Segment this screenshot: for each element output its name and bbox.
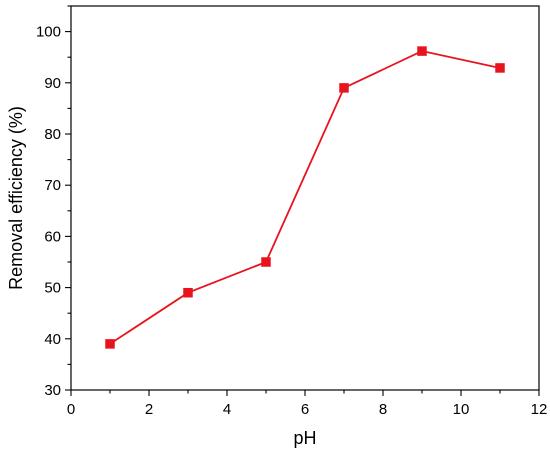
- y-tick-label: 60: [44, 228, 61, 245]
- y-axis-title: Removal efficiency (%): [6, 106, 26, 290]
- x-tick-label: 10: [453, 401, 470, 418]
- y-tick-label: 30: [44, 382, 61, 399]
- data-point: [261, 257, 271, 267]
- x-axis-title: pH: [293, 428, 316, 448]
- series-line: [109, 50, 501, 345]
- x-tick-label: 8: [379, 401, 387, 418]
- y-tick-label: 70: [44, 177, 61, 194]
- axes: [70, 5, 540, 391]
- data-point: [339, 83, 349, 93]
- x-tick-label: 6: [301, 401, 309, 418]
- data-point: [495, 63, 505, 73]
- x-tick-label: 0: [67, 401, 75, 418]
- y-tick-label: 90: [44, 75, 61, 92]
- y-tick-label: 80: [44, 126, 61, 143]
- ticks: 0 2 4 6 8 10 12 30 40 50 60 70 80 90 100: [36, 5, 548, 418]
- y-tick-label: 100: [36, 24, 61, 41]
- x-tick-label: 2: [145, 401, 153, 418]
- plot-frame: [70, 5, 540, 391]
- data-point: [105, 339, 115, 349]
- series: [105, 46, 505, 349]
- data-point: [417, 46, 427, 56]
- data-point: [183, 287, 193, 298]
- y-tick-label: 40: [44, 331, 61, 348]
- x-tick-label: 4: [223, 401, 231, 418]
- x-tick-label: 12: [531, 401, 548, 418]
- y-tick-label: 50: [44, 280, 61, 297]
